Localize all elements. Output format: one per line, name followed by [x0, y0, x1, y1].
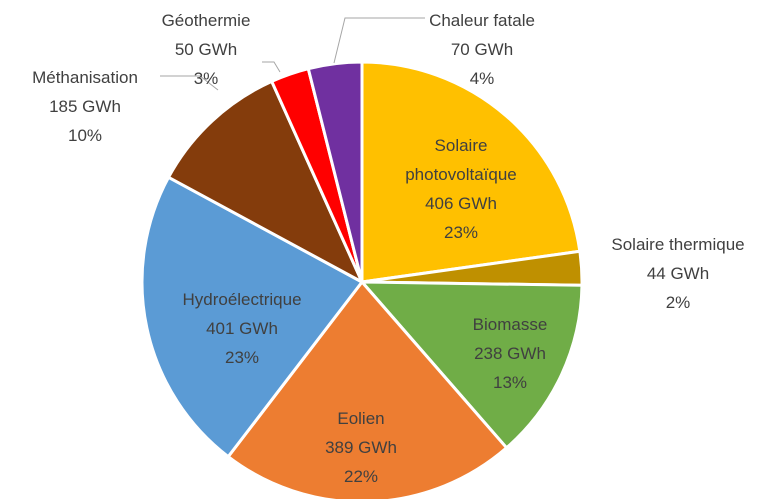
leader-line [160, 75, 219, 91]
pie-slice [360, 60, 582, 284]
slice-label: Solaire thermique 44 GWh 2% [583, 230, 770, 317]
slice-label: Hydroélectrique 401 GWh 23% [157, 285, 327, 372]
value-label: 401 GWh [206, 319, 278, 338]
leader-line [333, 17, 425, 64]
percent-label: 23% [224, 348, 260, 367]
percent-label: 23% [443, 223, 479, 242]
value-label: 44 GWh [646, 264, 710, 283]
slice-label: Méthanisation 185 GWh 10% [5, 63, 165, 150]
pie-slice [306, 60, 364, 283]
value-label: 185 GWh [49, 97, 121, 116]
value-label: 50 GWh [174, 40, 238, 59]
percent-label: 13% [492, 373, 528, 392]
category-label: Chaleur fatale [429, 11, 535, 30]
percent-label: 4% [469, 69, 495, 88]
percent-label: 10% [67, 126, 103, 145]
value-label: 406 GWh [425, 194, 497, 213]
category-label: Solaire photovoltaïque [405, 136, 517, 184]
percent-label: 22% [343, 467, 379, 486]
value-label: 238 GWh [474, 344, 546, 363]
slice-label: Chaleur fatale 70 GWh 4% [412, 6, 552, 93]
category-label: Solaire thermique [611, 235, 745, 254]
percent-label: 3% [193, 69, 219, 88]
pie-slice [226, 279, 509, 499]
leader-line [262, 61, 281, 73]
slice-label: Eolien 389 GWh 22% [301, 404, 421, 491]
category-label: Méthanisation [32, 68, 138, 87]
leader-lines [160, 17, 425, 91]
category-label: Hydroélectrique [182, 290, 302, 309]
slices [140, 60, 584, 499]
category-label: Biomasse [472, 315, 548, 334]
pie-slice [140, 175, 365, 459]
value-label: 389 GWh [325, 438, 397, 457]
category-label: Eolien [337, 409, 385, 428]
pie-slice [166, 79, 366, 286]
category-label: Géothermie [161, 11, 251, 30]
slice-label: Biomasse 238 GWh 13% [450, 310, 570, 397]
value-label: 70 GWh [450, 40, 514, 59]
percent-label: 2% [665, 293, 691, 312]
slice-label: Géothermie 50 GWh 3% [146, 6, 266, 93]
pie-slice [358, 280, 584, 450]
slice-label: Solaire photovoltaïque 406 GWh 23% [391, 131, 531, 247]
